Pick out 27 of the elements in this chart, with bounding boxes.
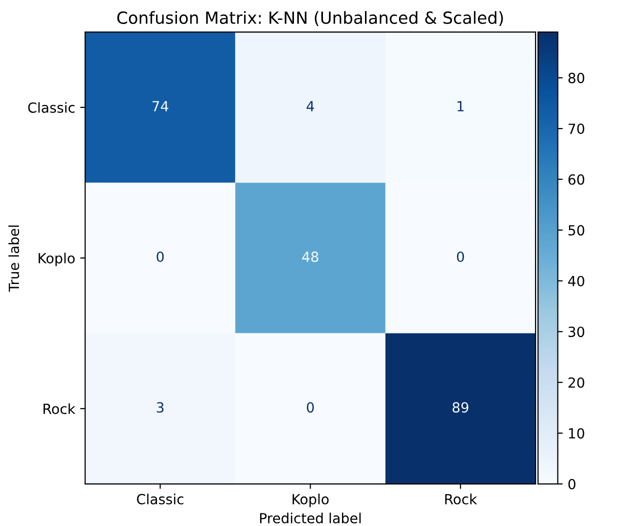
data-label: 48 — [302, 252, 318, 262]
color-bar-label: 20 — [568, 377, 584, 388]
chart-title: Confusion Matrix: K-NN (Unbalanced & Scaled) — [117, 11, 503, 26]
x-tick-label: Koplo — [292, 494, 329, 508]
y-tick-label: Koplo — [38, 252, 75, 266]
x-tick-label: Classic — [136, 494, 184, 504]
color-bar-label: 10 — [569, 428, 584, 439]
color-bar-label: 50 — [568, 225, 584, 236]
data-label: 0 — [456, 252, 464, 262]
y-tick-label: Rock — [44, 403, 76, 414]
data-label: 74 — [152, 101, 168, 112]
data-label: 89 — [452, 402, 468, 413]
color-bar-label: 80 — [568, 72, 584, 84]
color-bar-label: 60 — [568, 174, 584, 185]
y-axis-title: True label — [8, 226, 20, 292]
color-bar-label: 70 — [568, 124, 584, 134]
data-label: 0 — [306, 402, 314, 413]
y-tick-label: Classic — [28, 102, 75, 113]
data-label: 1 — [458, 101, 464, 112]
color-bar-label: 0 — [568, 478, 576, 490]
x-tick-label: Rock — [445, 494, 478, 504]
color-bar-label: 40 — [568, 276, 584, 286]
data-label: 3 — [156, 402, 164, 413]
data-label: 4 — [306, 101, 314, 112]
color-bar-label: 30 — [568, 326, 584, 338]
x-axis-title: Predicted label — [260, 512, 361, 524]
data-label: 0 — [156, 252, 164, 262]
